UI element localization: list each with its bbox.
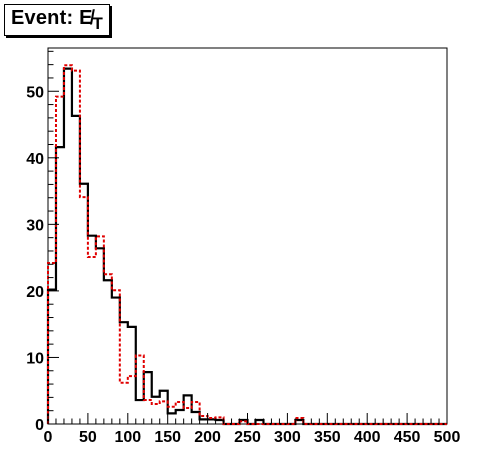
histogram-series-2: [47, 64, 447, 425]
x-tick-label: 200: [194, 429, 221, 446]
chart-title-main: Event: E̸: [11, 6, 93, 29]
x-tick-label: 0: [44, 429, 53, 446]
x-tick-label: 50: [79, 429, 97, 446]
y-tick-label: 40: [26, 151, 44, 168]
x-tick-label: 300: [274, 429, 301, 446]
chart-title: Event: E̸T: [11, 7, 103, 34]
chart-title-box: Event: E̸T: [4, 4, 110, 36]
x-tick-label: 150: [154, 429, 181, 446]
series-layer: [46, 64, 447, 426]
x-tick-label: 450: [394, 429, 421, 446]
x-tick-label: 350: [314, 429, 341, 446]
chart-title-subscript: T: [92, 13, 103, 33]
x-tick-label: 400: [354, 429, 381, 446]
x-tick-label: 500: [434, 429, 461, 446]
histogram-series-1: [46, 67, 447, 426]
x-tick-label: 100: [114, 429, 141, 446]
y-tick-label: 50: [26, 84, 44, 101]
x-tick-label: 250: [234, 429, 261, 446]
plot-frame: [47, 47, 448, 425]
y-tick-label: 10: [26, 350, 44, 367]
y-tick-label: 0: [35, 417, 44, 434]
y-tick-label: 20: [26, 284, 44, 301]
y-tick-label: 30: [26, 217, 44, 234]
axis-layer: 0 50 100 150 200 250 300 350 400 450 500 0 10 20 30 40 5…: [26, 50, 461, 446]
